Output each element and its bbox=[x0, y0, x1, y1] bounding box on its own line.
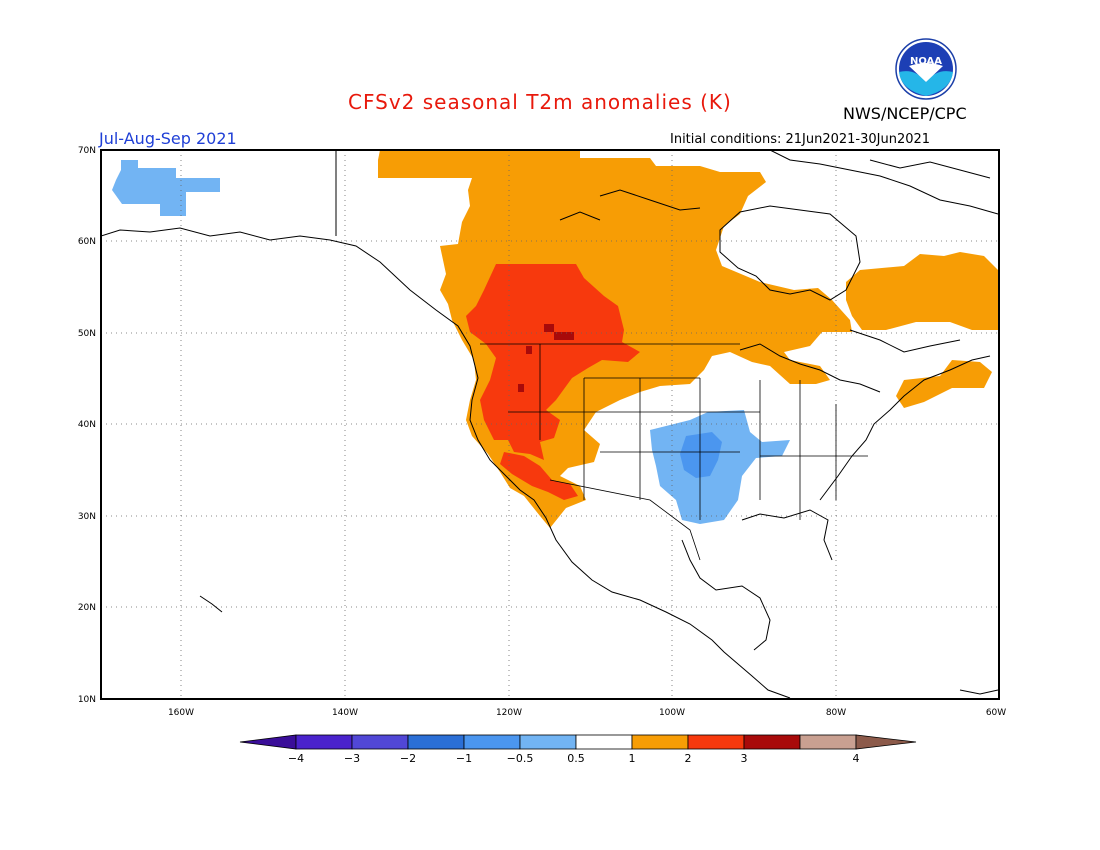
hot-spot-4 bbox=[518, 384, 524, 392]
lon-label: 60W bbox=[986, 708, 1006, 718]
colorbar-swatch bbox=[463, 734, 521, 750]
colorbar-swatch bbox=[631, 734, 689, 750]
colorbar-label: −4 bbox=[288, 752, 304, 765]
noaa-logo-icon: NOAA bbox=[895, 38, 957, 100]
alaska-cool-anomaly bbox=[112, 160, 220, 216]
lat-label: 50N bbox=[78, 329, 96, 339]
colorbar-label: −0.5 bbox=[507, 752, 534, 765]
colorbar-label: 1 bbox=[629, 752, 636, 765]
latitude-labels: 70N 60N 50N 40N 30N 20N 10N bbox=[78, 146, 96, 705]
lon-label: 140W bbox=[332, 708, 358, 718]
lon-label: 100W bbox=[659, 708, 685, 718]
lon-label: 160W bbox=[168, 708, 194, 718]
lon-label: 120W bbox=[496, 708, 522, 718]
lat-label: 10N bbox=[78, 695, 96, 705]
colorbar-label: −1 bbox=[456, 752, 472, 765]
colorbar-label: −2 bbox=[400, 752, 416, 765]
colorbar-swatch bbox=[799, 734, 857, 750]
political-borders bbox=[480, 343, 868, 561]
lat-label: 30N bbox=[78, 512, 96, 522]
lat-label: 20N bbox=[78, 603, 96, 613]
colorbar-high-arrow bbox=[855, 734, 917, 750]
colorbar-label: −3 bbox=[344, 752, 360, 765]
initial-conditions: Initial conditions: 21Jun2021-30Jun2021 bbox=[670, 132, 931, 147]
svg-text:NOAA: NOAA bbox=[910, 56, 942, 67]
eastern-canada-warm-anomaly bbox=[846, 252, 998, 330]
map-frame bbox=[100, 149, 1000, 700]
hot-spot-1 bbox=[544, 324, 554, 332]
colorbar-low-arrow bbox=[239, 734, 297, 750]
coastlines bbox=[101, 150, 999, 699]
colorbar-swatch bbox=[687, 734, 745, 750]
colorbar-label: 0.5 bbox=[567, 752, 585, 765]
southwest-hot-anomaly bbox=[500, 452, 578, 500]
colorbar-swatch bbox=[519, 734, 577, 750]
anomaly-fields bbox=[112, 150, 998, 528]
colorbar: −4 −3 −2 −1 −0.5 0.5 1 2 3 4 bbox=[239, 734, 917, 765]
lat-label: 60N bbox=[78, 237, 96, 247]
lat-label: 40N bbox=[78, 420, 96, 430]
hot-spot-2 bbox=[554, 332, 574, 340]
colorbar-swatch bbox=[743, 734, 801, 750]
northeast-warm-anomaly bbox=[896, 360, 992, 408]
lon-label: 80W bbox=[826, 708, 846, 718]
agency-label: NWS/NCEP/CPC bbox=[843, 104, 967, 123]
hot-spot-3 bbox=[526, 346, 532, 354]
central-us-cool-core bbox=[680, 432, 722, 478]
central-us-cool-anomaly bbox=[650, 410, 790, 524]
map-title: CFSv2 seasonal T2m anomalies (K) bbox=[348, 90, 732, 114]
colorbar-label: 4 bbox=[853, 752, 860, 765]
colorbar-swatch bbox=[295, 734, 353, 750]
longitude-labels: 160W 140W 120W 100W 80W 60W bbox=[168, 708, 1006, 718]
colorbar-swatch bbox=[351, 734, 409, 750]
colorbar-swatch bbox=[575, 734, 633, 750]
colorbar-label: 3 bbox=[741, 752, 748, 765]
colorbar-swatch bbox=[407, 734, 465, 750]
northwest-hot-anomaly bbox=[466, 264, 640, 460]
forecast-period: Jul-Aug-Sep 2021 bbox=[99, 129, 237, 148]
colorbar-label: 2 bbox=[685, 752, 692, 765]
lat-label: 70N bbox=[78, 146, 96, 156]
